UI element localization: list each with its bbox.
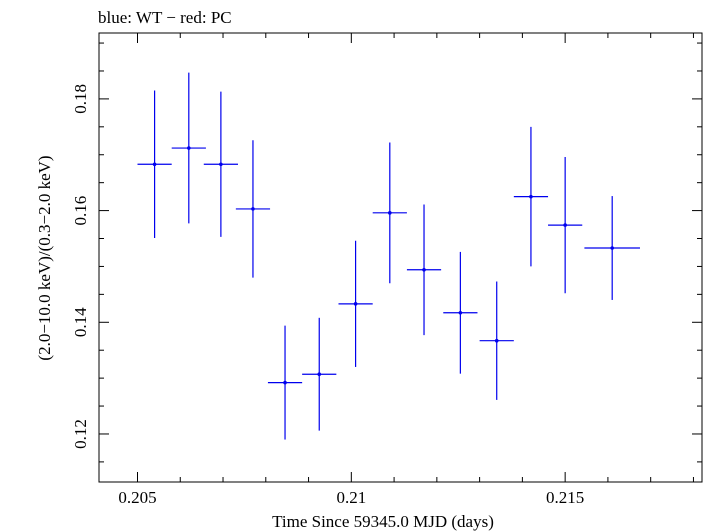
data-marker [610, 246, 614, 250]
data-point [137, 90, 172, 238]
data-point [372, 142, 407, 284]
data-point [548, 156, 583, 294]
y-tick-label: 0.16 [71, 196, 90, 226]
data-point [443, 251, 478, 374]
data-marker [219, 162, 223, 167]
axis-ticks [99, 33, 702, 482]
data-marker [422, 267, 426, 272]
plot-frame [98, 32, 703, 483]
data-marker [458, 310, 463, 315]
x-tick-label: 0.21 [336, 488, 366, 507]
data-marker [529, 194, 533, 199]
data-series-wt [137, 72, 640, 440]
data-marker [563, 223, 567, 227]
data-marker [152, 162, 157, 167]
data-point [235, 140, 271, 278]
data-point [302, 317, 337, 431]
y-tick-label: 0.18 [71, 84, 90, 114]
data-marker [187, 146, 191, 150]
data-marker [283, 380, 287, 385]
data-marker [251, 207, 255, 211]
data-point [203, 91, 238, 237]
y-tick-label: 0.14 [71, 307, 90, 337]
data-point [338, 240, 373, 367]
data-point [267, 325, 303, 440]
data-marker [353, 302, 358, 306]
data-point [513, 126, 549, 267]
x-axis-label: Time Since 59345.0 MJD (days) [272, 512, 494, 531]
chart-title: blue: WT − red: PC [98, 8, 232, 27]
data-point [584, 196, 640, 300]
data-marker [388, 211, 392, 215]
data-marker [494, 338, 499, 343]
data-point [479, 281, 514, 400]
x-tick-label: 0.205 [118, 488, 156, 507]
data-marker [317, 372, 322, 377]
x-tick-label: 0.215 [546, 488, 584, 507]
data-point [406, 204, 442, 336]
data-point [171, 72, 206, 224]
y-axis-label: (2.0−10.0 keV)/(0.3−2.0 keV) [35, 155, 54, 360]
y-tick-label: 0.12 [71, 419, 90, 449]
axis-tick-labels: 0.205 0.21 0.215 0.12 0.14 0.16 0.18 [71, 84, 584, 507]
